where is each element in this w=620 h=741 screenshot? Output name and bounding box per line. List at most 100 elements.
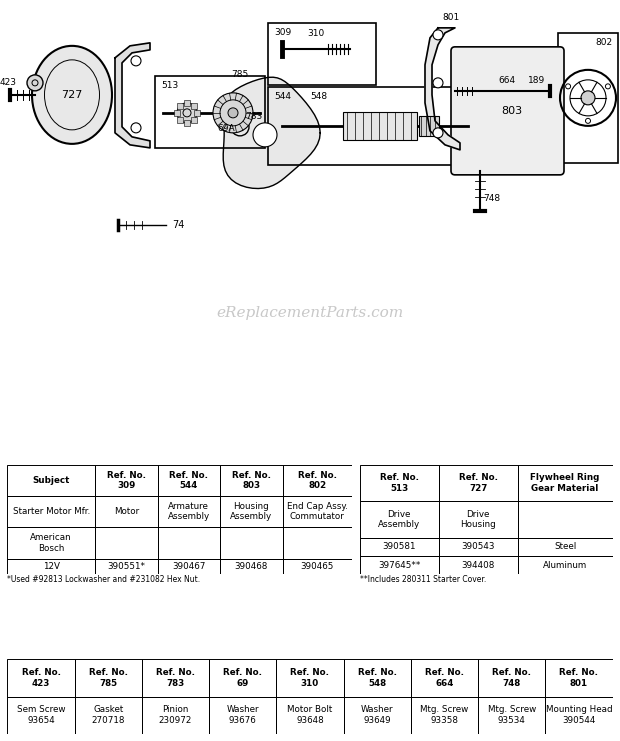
Text: 390551*: 390551*	[107, 562, 145, 571]
Text: Flywheel Ring
Gear Material: Flywheel Ring Gear Material	[531, 473, 600, 493]
Text: Armature
Assembly: Armature Assembly	[168, 502, 210, 522]
Polygon shape	[223, 77, 320, 188]
Circle shape	[228, 108, 238, 118]
FancyBboxPatch shape	[451, 47, 564, 175]
Text: 309: 309	[274, 28, 291, 37]
Bar	[283, 528, 352, 559]
Text: 390543: 390543	[461, 542, 495, 551]
Bar	[220, 559, 283, 574]
Bar	[439, 556, 518, 574]
Bar	[7, 559, 95, 574]
Bar	[411, 697, 478, 734]
Bar	[518, 538, 613, 556]
Bar	[220, 465, 283, 496]
Text: Ref. No.
664: Ref. No. 664	[425, 668, 464, 688]
Polygon shape	[425, 28, 460, 150]
Text: 785: 785	[231, 70, 249, 79]
Bar	[74, 659, 142, 697]
Text: 544: 544	[274, 92, 291, 101]
Bar	[95, 465, 157, 496]
Bar	[174, 110, 180, 116]
Circle shape	[177, 103, 197, 123]
Text: Aluminum: Aluminum	[543, 561, 587, 570]
Bar	[142, 659, 209, 697]
Bar	[343, 112, 417, 140]
Text: Ref. No.
748: Ref. No. 748	[492, 668, 531, 688]
Bar	[184, 100, 190, 106]
Bar	[209, 659, 277, 697]
Bar	[191, 117, 197, 123]
Bar	[419, 116, 439, 136]
Bar	[191, 103, 197, 109]
Text: Sem Screw
93654: Sem Screw 93654	[17, 705, 65, 725]
Circle shape	[131, 123, 141, 133]
Text: Motor Bolt
93648: Motor Bolt 93648	[288, 705, 332, 725]
Bar	[220, 528, 283, 559]
Text: Washer
93649: Washer 93649	[361, 705, 394, 725]
Bar	[360, 465, 439, 501]
Text: 310: 310	[308, 30, 325, 39]
Text: 802: 802	[596, 38, 613, 47]
Text: Steel: Steel	[554, 542, 576, 551]
Text: End Cap Assy.
Commutator: End Cap Assy. Commutator	[286, 502, 348, 522]
Text: 664: 664	[498, 76, 516, 85]
Text: Ref. No.
548: Ref. No. 548	[358, 668, 397, 688]
Text: Ref. No.
513: Ref. No. 513	[379, 473, 419, 493]
Bar	[277, 697, 343, 734]
Bar	[268, 87, 468, 165]
Bar	[7, 659, 74, 697]
Circle shape	[433, 128, 443, 138]
Text: Motor: Motor	[113, 507, 139, 516]
Text: Ref. No.
803: Ref. No. 803	[232, 471, 271, 490]
Bar	[157, 559, 220, 574]
Circle shape	[433, 30, 443, 40]
Text: Ref. No.
544: Ref. No. 544	[169, 471, 208, 490]
Bar	[343, 697, 411, 734]
Bar	[7, 465, 95, 496]
Text: 74: 74	[172, 220, 184, 230]
Text: Subject: Subject	[32, 476, 70, 485]
Text: 727: 727	[61, 90, 82, 100]
Bar	[277, 659, 343, 697]
Bar	[177, 103, 183, 109]
Text: Mounting Head
390544: Mounting Head 390544	[546, 705, 613, 725]
Bar	[177, 117, 183, 123]
Text: **Includes 280311 Starter Cover.: **Includes 280311 Starter Cover.	[360, 575, 486, 584]
Text: Housing
Assembly: Housing Assembly	[231, 502, 273, 522]
Bar	[7, 697, 74, 734]
Text: 69A: 69A	[217, 124, 235, 133]
Bar	[439, 501, 518, 538]
Text: Ref. No.
783: Ref. No. 783	[156, 668, 195, 688]
Text: 513: 513	[161, 81, 179, 90]
Text: Ref. No.
423: Ref. No. 423	[22, 668, 61, 688]
Text: Drive
Housing: Drive Housing	[460, 510, 496, 529]
Text: Mtg. Screw
93358: Mtg. Screw 93358	[420, 705, 469, 725]
Text: 423: 423	[0, 79, 17, 87]
Bar	[184, 120, 190, 126]
Circle shape	[433, 78, 443, 88]
Text: American
Bosch: American Bosch	[30, 534, 72, 553]
Bar	[518, 501, 613, 538]
Bar	[157, 528, 220, 559]
Bar	[7, 496, 95, 528]
Text: 548: 548	[310, 92, 327, 101]
Bar	[478, 659, 546, 697]
Bar	[360, 538, 439, 556]
Bar	[283, 496, 352, 528]
Text: 390468: 390468	[235, 562, 268, 571]
Bar	[95, 496, 157, 528]
Bar	[74, 697, 142, 734]
Bar	[558, 33, 618, 163]
Text: Ref. No.
727: Ref. No. 727	[459, 473, 498, 493]
Text: 390465: 390465	[301, 562, 334, 571]
Bar	[209, 697, 277, 734]
Circle shape	[581, 91, 595, 105]
Bar	[546, 659, 613, 697]
Bar	[283, 465, 352, 496]
Bar	[518, 556, 613, 574]
Bar	[194, 110, 200, 116]
Text: 390581: 390581	[383, 542, 416, 551]
Bar	[268, 23, 376, 85]
Bar	[7, 528, 95, 559]
Ellipse shape	[32, 46, 112, 144]
